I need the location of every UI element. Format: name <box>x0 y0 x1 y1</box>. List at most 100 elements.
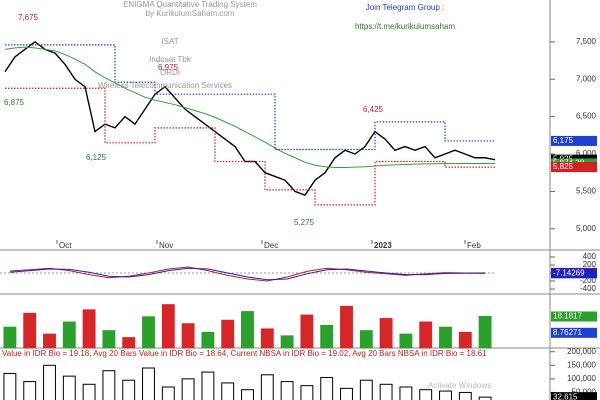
x-tick-label: Oct <box>59 241 72 250</box>
bar <box>221 382 235 400</box>
price-tag-label: 32,615 <box>553 392 578 400</box>
price-tag-box <box>551 162 597 173</box>
price-line <box>9 266 486 282</box>
bar <box>82 309 96 349</box>
y-tick-label: 5,000 <box>576 224 597 233</box>
annotation: ENIGMA Quantitative Trading System <box>123 0 257 9</box>
bar <box>399 386 413 400</box>
annotation: Indosat Tbk <box>149 55 192 64</box>
price-tag-box <box>551 135 597 146</box>
bar <box>399 333 413 349</box>
y-tick-label: 50,000 <box>572 388 597 397</box>
bar <box>320 377 334 400</box>
price-line <box>9 267 486 281</box>
annotation: 6,125 <box>86 153 107 162</box>
bar <box>102 370 116 400</box>
bar <box>62 321 76 349</box>
bar <box>419 389 433 400</box>
annotation: 7,675 <box>18 13 39 22</box>
annotation: Wireless Telecommunication Services <box>98 81 232 90</box>
x-tick-label: 2023 <box>374 241 392 250</box>
y-tick-label: 7,500 <box>576 37 597 46</box>
bar <box>439 326 452 349</box>
annotation: https://t.me/kurikulumsaham <box>355 22 455 31</box>
bar <box>181 378 195 400</box>
bar <box>82 383 96 400</box>
price-tag-label: 6,175 <box>553 136 574 145</box>
bar <box>340 305 353 349</box>
price-tag-label: 8.76271 <box>553 328 582 337</box>
price-tag-box <box>551 392 597 400</box>
band-line <box>5 87 495 206</box>
bar <box>260 374 274 400</box>
x-tick-label: Dec <box>264 241 278 250</box>
bar <box>102 330 116 349</box>
price-tag-box <box>551 311 597 322</box>
bar <box>201 331 215 349</box>
y-tick-label: 150,000 <box>567 360 596 369</box>
y-tick-label: 200 <box>583 260 597 269</box>
bar <box>142 367 155 400</box>
annotation: 6,425 <box>363 105 384 114</box>
bar <box>142 316 155 349</box>
y-tick-label: 6,500 <box>576 112 597 121</box>
annotation: ORDI <box>160 68 180 77</box>
watermark: Activate Windows <box>428 381 491 390</box>
bar <box>478 315 492 349</box>
bar <box>23 312 37 349</box>
bar <box>241 311 254 349</box>
y-tick-label: 400 <box>583 252 597 261</box>
price-tag-box <box>551 268 597 279</box>
price-tag-label: 5,825 <box>553 162 574 171</box>
bar <box>122 337 136 349</box>
bar <box>43 333 56 349</box>
bar <box>359 330 373 349</box>
bar <box>23 381 37 400</box>
bar <box>379 318 393 349</box>
y-tick-label: 200,000 <box>567 347 596 356</box>
y-tick-label: -400 <box>580 284 597 293</box>
y-tick-label: 100,000 <box>567 374 596 383</box>
y-tick-label: 7,000 <box>576 74 597 83</box>
bar <box>340 387 353 400</box>
bar <box>62 375 76 400</box>
bar <box>280 381 294 400</box>
x-tick-label: Feb <box>467 241 481 250</box>
bar <box>260 328 274 349</box>
price-line <box>4 46 496 168</box>
bar <box>181 323 195 349</box>
bar <box>221 319 235 349</box>
bar <box>161 304 175 349</box>
bar <box>300 314 314 349</box>
annotation: 5,275 <box>294 218 315 227</box>
annotation: 6,975 <box>158 63 179 72</box>
bar <box>3 326 17 349</box>
bar <box>439 390 452 400</box>
band-line <box>5 44 495 151</box>
chart-title: ISAT <box>161 37 178 46</box>
bar <box>201 371 215 400</box>
bar <box>241 389 254 400</box>
bar <box>359 379 373 400</box>
annotation: Join Telegram Group : <box>366 3 445 12</box>
y-tick-label: 5,500 <box>576 187 597 196</box>
bar <box>379 383 393 400</box>
x-tick-label: Nov <box>159 241 173 250</box>
price-tag-box <box>551 327 597 338</box>
bar <box>458 391 472 400</box>
y-tick-label: -200 <box>580 276 597 285</box>
price-tag-label: 18.1817 <box>553 312 582 321</box>
annotation: 6,875 <box>4 98 25 107</box>
bar <box>122 379 136 400</box>
bar <box>478 396 492 400</box>
bar <box>458 331 472 349</box>
bar <box>300 385 314 400</box>
bar <box>280 335 294 349</box>
panel-caption: Value in IDR Bio = 19.18, Avg 20 Bars Va… <box>2 349 487 358</box>
bar <box>419 321 433 349</box>
bar <box>3 372 17 400</box>
annotation: by KurikulumSaham.com <box>146 9 235 18</box>
